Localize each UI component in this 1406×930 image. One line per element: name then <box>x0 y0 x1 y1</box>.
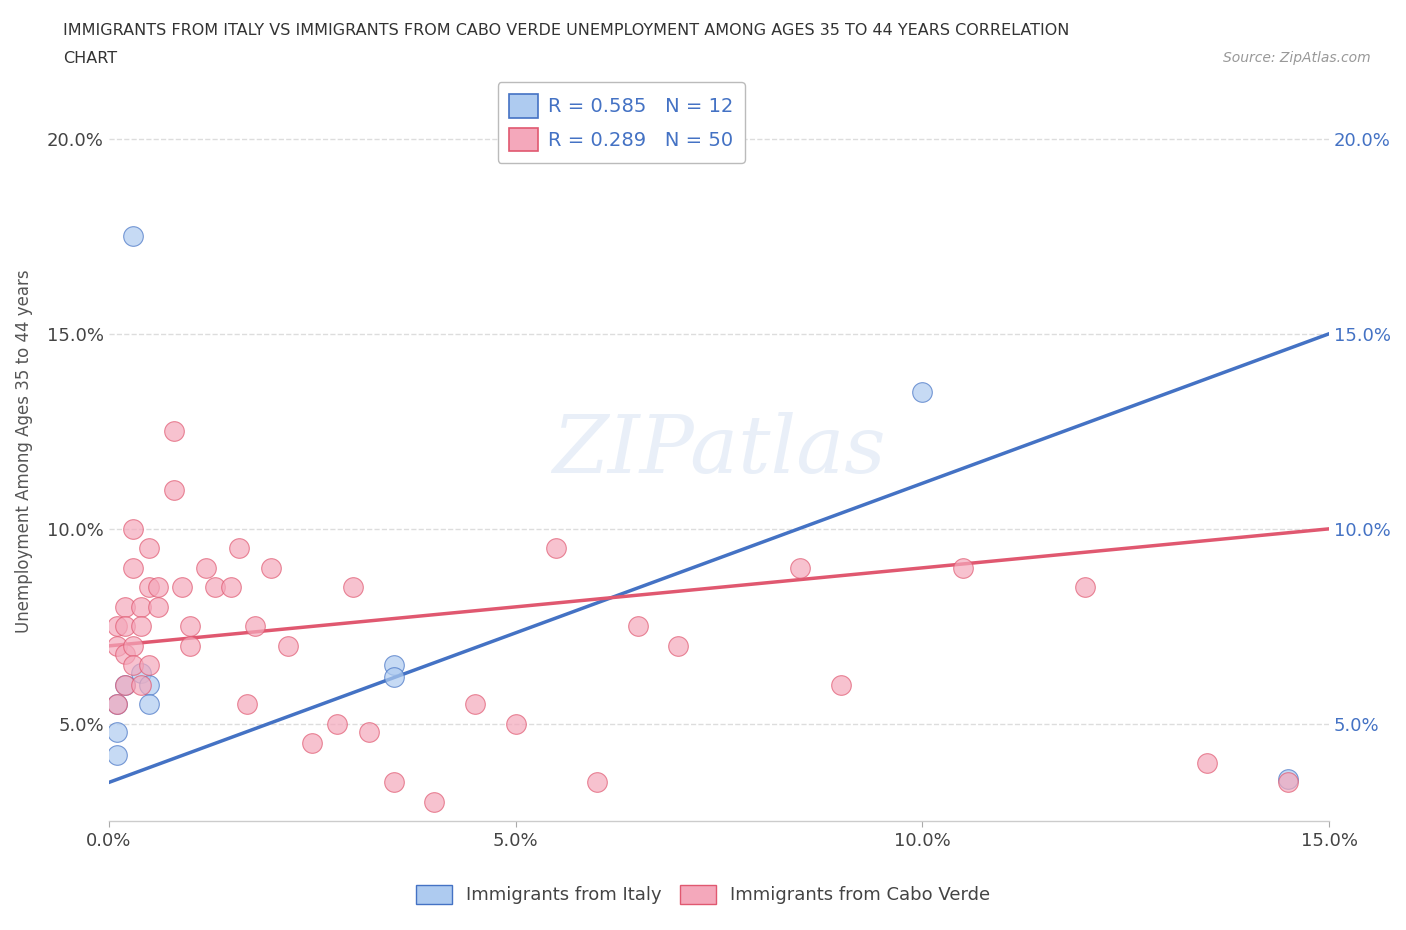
Point <box>114 677 136 692</box>
Point <box>260 561 283 576</box>
Point <box>359 724 381 739</box>
Point <box>789 561 811 576</box>
Point <box>204 580 226 595</box>
Point <box>382 775 405 790</box>
Legend: Immigrants from Italy, Immigrants from Cabo Verde: Immigrants from Italy, Immigrants from C… <box>408 878 998 911</box>
Point <box>138 541 160 556</box>
Point <box>952 561 974 576</box>
Point <box>122 639 145 654</box>
Point <box>138 697 160 711</box>
Point <box>325 716 347 731</box>
Point <box>245 619 267 634</box>
Text: IMMIGRANTS FROM ITALY VS IMMIGRANTS FROM CABO VERDE UNEMPLOYMENT AMONG AGES 35 T: IMMIGRANTS FROM ITALY VS IMMIGRANTS FROM… <box>63 23 1070 38</box>
Point <box>146 600 169 615</box>
Point <box>163 483 186 498</box>
Point <box>179 639 201 654</box>
Point <box>138 580 160 595</box>
Point <box>219 580 242 595</box>
Point <box>195 561 218 576</box>
Point <box>911 385 934 400</box>
Point <box>122 229 145 244</box>
Point <box>586 775 609 790</box>
Point <box>138 677 160 692</box>
Point <box>129 666 152 681</box>
Point <box>105 724 128 739</box>
Point <box>505 716 527 731</box>
Text: Source: ZipAtlas.com: Source: ZipAtlas.com <box>1223 51 1371 65</box>
Point <box>105 619 128 634</box>
Point <box>122 561 145 576</box>
Point <box>105 697 128 711</box>
Point <box>1197 755 1219 770</box>
Point <box>301 736 323 751</box>
Point <box>423 794 446 809</box>
Point <box>1074 580 1097 595</box>
Point <box>122 658 145 672</box>
Point <box>1277 775 1299 790</box>
Point <box>105 748 128 763</box>
Point <box>830 677 852 692</box>
Point <box>179 619 201 634</box>
Point <box>170 580 193 595</box>
Point <box>129 677 152 692</box>
Point <box>464 697 486 711</box>
Point <box>114 619 136 634</box>
Point <box>105 639 128 654</box>
Point <box>1277 771 1299 786</box>
Point <box>236 697 259 711</box>
Point <box>138 658 160 672</box>
Point <box>129 600 152 615</box>
Text: CHART: CHART <box>63 51 117 66</box>
Point <box>122 522 145 537</box>
Point <box>114 600 136 615</box>
Point <box>382 670 405 684</box>
Point <box>342 580 364 595</box>
Point <box>163 424 186 439</box>
Point <box>277 639 299 654</box>
Y-axis label: Unemployment Among Ages 35 to 44 years: Unemployment Among Ages 35 to 44 years <box>15 269 32 632</box>
Point <box>546 541 568 556</box>
Point <box>114 646 136 661</box>
Point <box>666 639 689 654</box>
Point <box>626 619 648 634</box>
Point <box>114 677 136 692</box>
Point <box>129 619 152 634</box>
Point <box>228 541 250 556</box>
Legend: R = 0.585   N = 12, R = 0.289   N = 50: R = 0.585 N = 12, R = 0.289 N = 50 <box>498 83 745 163</box>
Point <box>105 697 128 711</box>
Text: ZIPatlas: ZIPatlas <box>553 412 886 489</box>
Point <box>382 658 405 672</box>
Point <box>146 580 169 595</box>
